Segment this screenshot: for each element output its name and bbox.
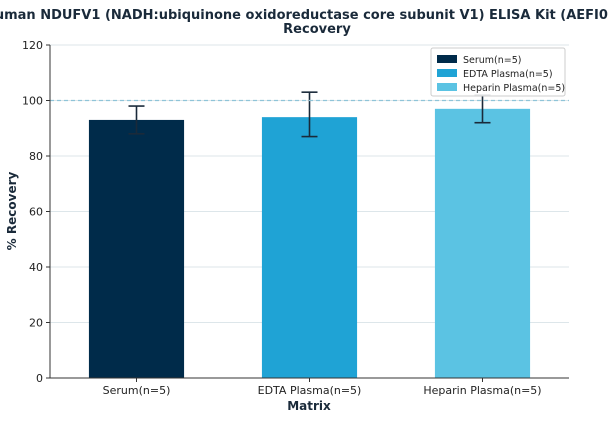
legend-label-1: Serum(n=5) bbox=[463, 55, 522, 66]
chart-subtitle: Recovery bbox=[283, 22, 351, 37]
bar-3 bbox=[434, 108, 531, 378]
legend-label-3: Heparin Plasma(n=5) bbox=[463, 83, 565, 94]
y-tick-label: 60 bbox=[29, 206, 43, 219]
y-tick-label: 40 bbox=[29, 261, 43, 274]
x-tick-label: Heparin Plasma(n=5) bbox=[423, 384, 541, 397]
y-tick-label: 0 bbox=[36, 372, 43, 385]
legend-box bbox=[430, 47, 566, 97]
x-tick-label: EDTA Plasma(n=5) bbox=[258, 384, 362, 397]
x-axis-label: Matrix bbox=[287, 399, 331, 413]
y-ticks: 0 20 40 60 80 100 120 bbox=[22, 39, 50, 385]
legend-swatch-2 bbox=[437, 69, 457, 77]
x-tick-label: Serum(n=5) bbox=[103, 384, 171, 397]
y-tick-label: 120 bbox=[22, 39, 43, 52]
chart-title: Human NDUFV1 (NADH:ubiquinone oxidoreduc… bbox=[0, 8, 608, 23]
bar-1 bbox=[88, 119, 185, 379]
y-axis-label: % Recovery bbox=[5, 172, 19, 251]
legend-swatch-1 bbox=[437, 55, 457, 63]
legend: Serum(n=5) EDTA Plasma(n=5) Heparin Plasma… bbox=[430, 47, 566, 97]
y-tick-label: 20 bbox=[29, 317, 43, 330]
legend-swatch-3 bbox=[437, 83, 457, 91]
bars bbox=[88, 108, 531, 379]
x-ticks: Serum(n=5) EDTA Plasma(n=5) Heparin Plasma… bbox=[103, 378, 542, 397]
y-tick-label: 100 bbox=[22, 95, 43, 108]
bar-2 bbox=[261, 117, 358, 379]
y-tick-label: 80 bbox=[29, 150, 43, 163]
legend-label-2: EDTA Plasma(n=5) bbox=[463, 69, 553, 80]
